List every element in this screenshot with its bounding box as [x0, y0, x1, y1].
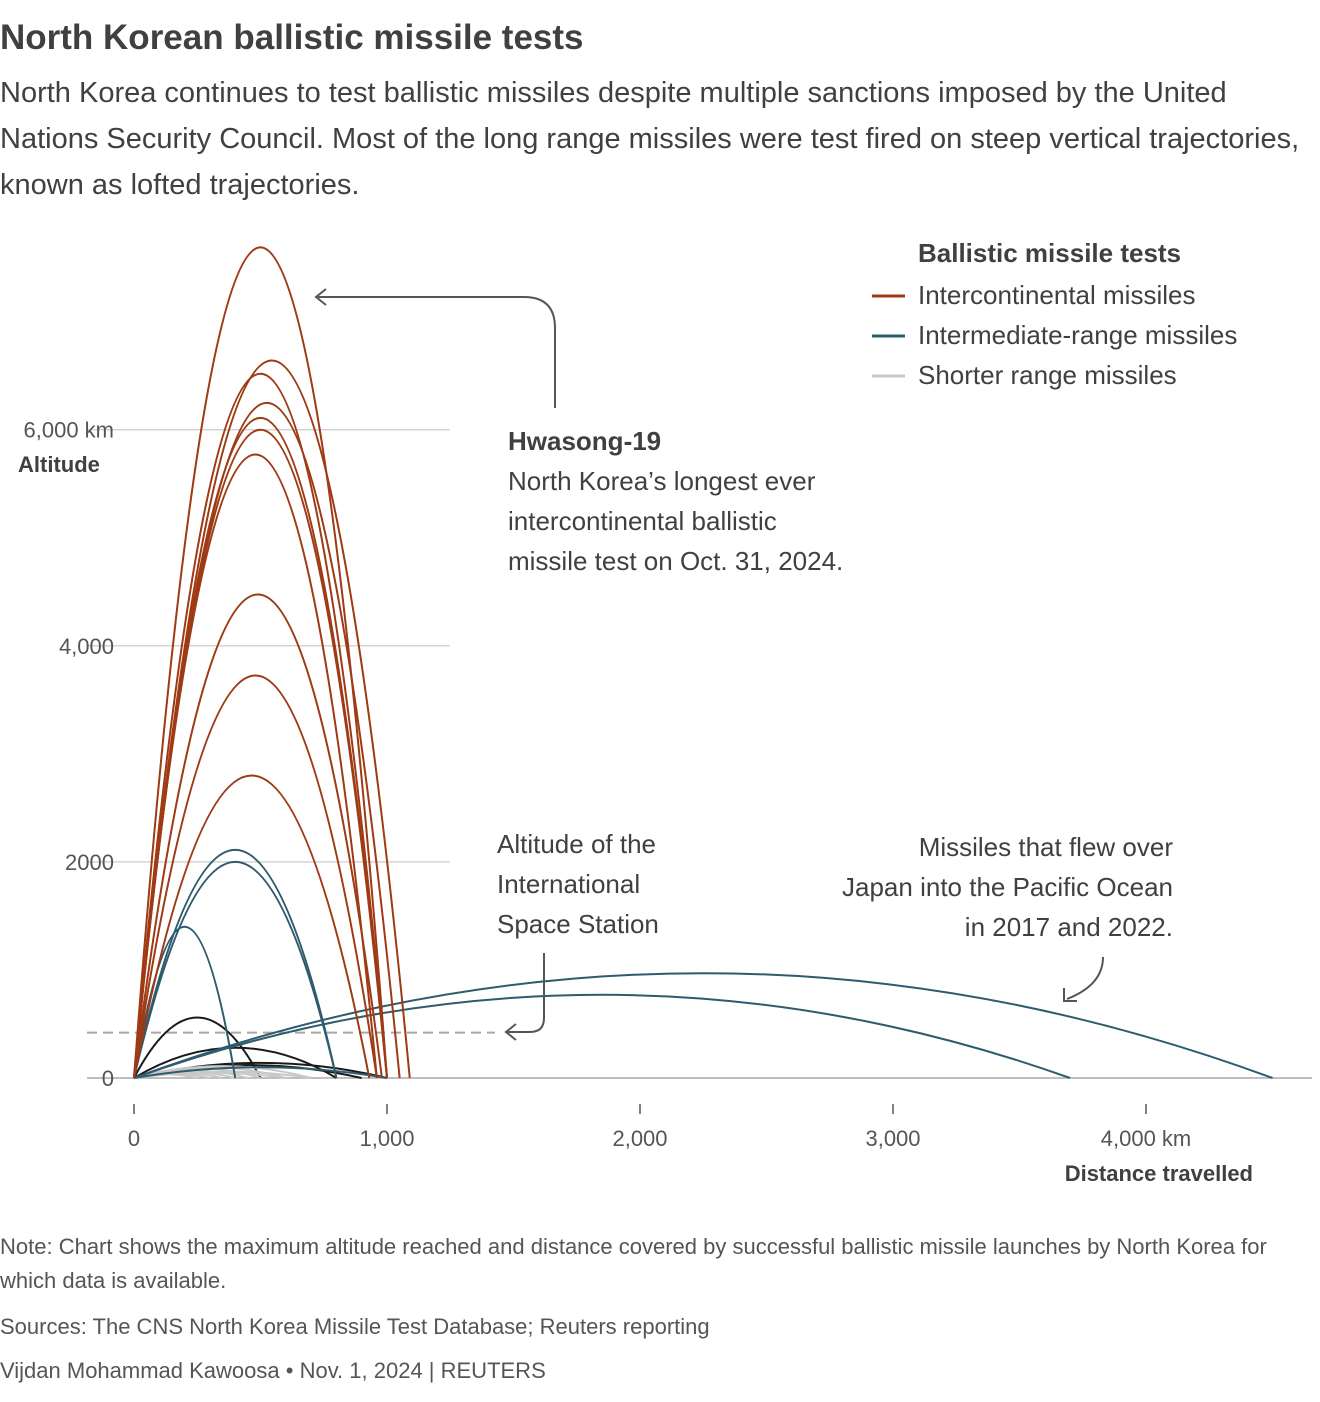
y-tick-label: 2000 — [65, 850, 114, 875]
x-tick-label: 2,000 — [612, 1126, 667, 1151]
chart-sources: Sources: The CNS North Korea Missile Tes… — [0, 1314, 710, 1339]
x-tick: 3,000 — [865, 1126, 920, 1151]
x-axis-ticks: 0 1,000 2,000 3,000 4,000 km — [128, 1104, 1191, 1151]
iss-arrow-line — [508, 953, 545, 1033]
y-tick: 4,000 — [59, 634, 114, 659]
y-tick-label: 0 — [102, 1066, 114, 1091]
chart-subtitle: North Korea continues to test ballistic … — [0, 77, 1300, 201]
legend-label-short: Shorter range missiles — [918, 360, 1177, 390]
y-axis-ticks: 0 2000 4,000 6,000 km — [24, 418, 115, 1091]
x-tick-label: 1,000 — [359, 1126, 414, 1151]
x-tick: 4,000 km — [1101, 1126, 1192, 1151]
japan-annotation-line: Missiles that flew over — [919, 832, 1174, 862]
intercontinental-trajectory — [133, 593, 383, 1079]
hwasong-annotation-line: intercontinental ballistic — [508, 506, 777, 536]
iss-annotation-line: Space Station — [497, 909, 659, 939]
legend-label-irbm: Intermediate-range missiles — [918, 320, 1237, 350]
hwasong-annotation-line: North Korea’s longest ever — [508, 466, 816, 496]
iss-arrow-head — [504, 1023, 517, 1041]
gridlines — [87, 428, 450, 863]
trajectory-chart: 0 2000 4,000 6,000 km Altitude 0 1,000 2,000 3… — [18, 238, 1312, 1186]
intermediate-range-trajectory — [133, 993, 1071, 1079]
intercontinental-trajectory — [133, 453, 378, 1079]
intercontinental-trajectory — [133, 774, 371, 1079]
intercontinental-trajectories — [133, 246, 411, 1079]
x-tick-label: 0 — [128, 1126, 140, 1151]
shorter-range-trajectories — [133, 1016, 388, 1079]
intermediate-range-trajectory — [133, 972, 1273, 1079]
japan-annotation-line: Japan into the Pacific Ocean — [842, 872, 1173, 902]
intermediate-range-trajectory — [133, 849, 338, 1079]
chart-title: North Korean ballistic missile tests — [0, 18, 584, 57]
x-tick-label: 3,000 — [865, 1126, 920, 1151]
x-tick: 0 — [128, 1126, 140, 1151]
chart-note: Note: Chart shows the maximum altitude r… — [0, 1234, 1267, 1293]
japan-arrow-line — [1066, 956, 1104, 1000]
y-axis-title: Altitude — [18, 452, 100, 477]
y-tick: 0 — [102, 1066, 114, 1091]
y-tick: 6,000 km — [24, 418, 115, 443]
japan-arrow-head — [1063, 988, 1077, 1002]
legend-label-icbm: Intercontinental missiles — [918, 280, 1195, 310]
x-tick-label: 4,000 km — [1101, 1126, 1192, 1151]
intercontinental-trajectory — [133, 246, 388, 1079]
y-tick-label: 6,000 km — [24, 418, 115, 443]
intermediate-range-trajectory — [133, 1066, 388, 1079]
intercontinental-trajectory — [133, 373, 388, 1079]
y-tick-label: 4,000 — [59, 634, 114, 659]
legend-title: Ballistic missile tests — [918, 238, 1181, 268]
intercontinental-trajectory — [133, 674, 378, 1079]
hwasong-arrow-line — [318, 296, 556, 408]
iss-annotation-line: Altitude of the — [497, 829, 656, 859]
hwasong-annotation-line: missile test on Oct. 31, 2024. — [508, 546, 843, 576]
chart-credit: Vijdan Mohammad Kawoosa • Nov. 1, 2024 |… — [0, 1358, 546, 1383]
shorter-range-trajectory — [133, 1016, 262, 1079]
x-axis-title: Distance travelled — [1065, 1161, 1253, 1186]
hwasong-annotation-title: Hwasong-19 — [508, 426, 661, 456]
iss-annotation-line: International — [497, 869, 640, 899]
japan-annotation-line: in 2017 and 2022. — [965, 912, 1173, 942]
x-tick: 2,000 — [612, 1126, 667, 1151]
intermediate-range-trajectory — [133, 860, 338, 1079]
y-tick: 2000 — [65, 850, 114, 875]
hwasong-arrow-head — [314, 288, 327, 306]
x-tick: 1,000 — [359, 1126, 414, 1151]
